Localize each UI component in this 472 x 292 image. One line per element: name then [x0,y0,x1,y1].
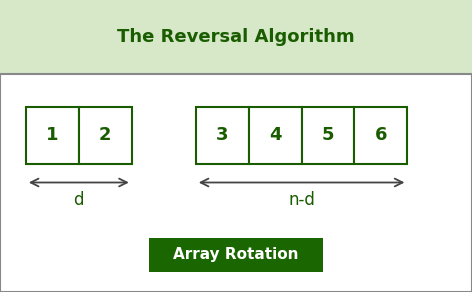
Text: 1: 1 [46,126,59,144]
Text: The Reversal Algorithm: The Reversal Algorithm [117,28,355,46]
Bar [302,107,354,164]
Bar [79,107,132,164]
Text: 6: 6 [375,126,387,144]
Text: d: d [74,191,84,209]
Bar [0,0,472,74]
Text: 4: 4 [269,126,281,144]
Text: 2: 2 [99,126,111,144]
Text: n-d: n-d [288,191,315,209]
Text: 3: 3 [216,126,228,144]
Bar [196,107,249,164]
Bar [149,238,323,272]
Text: 5: 5 [322,126,334,144]
Text: Array Rotation: Array Rotation [173,247,299,262]
Bar [26,107,79,164]
Bar [354,107,407,164]
Bar [249,107,302,164]
